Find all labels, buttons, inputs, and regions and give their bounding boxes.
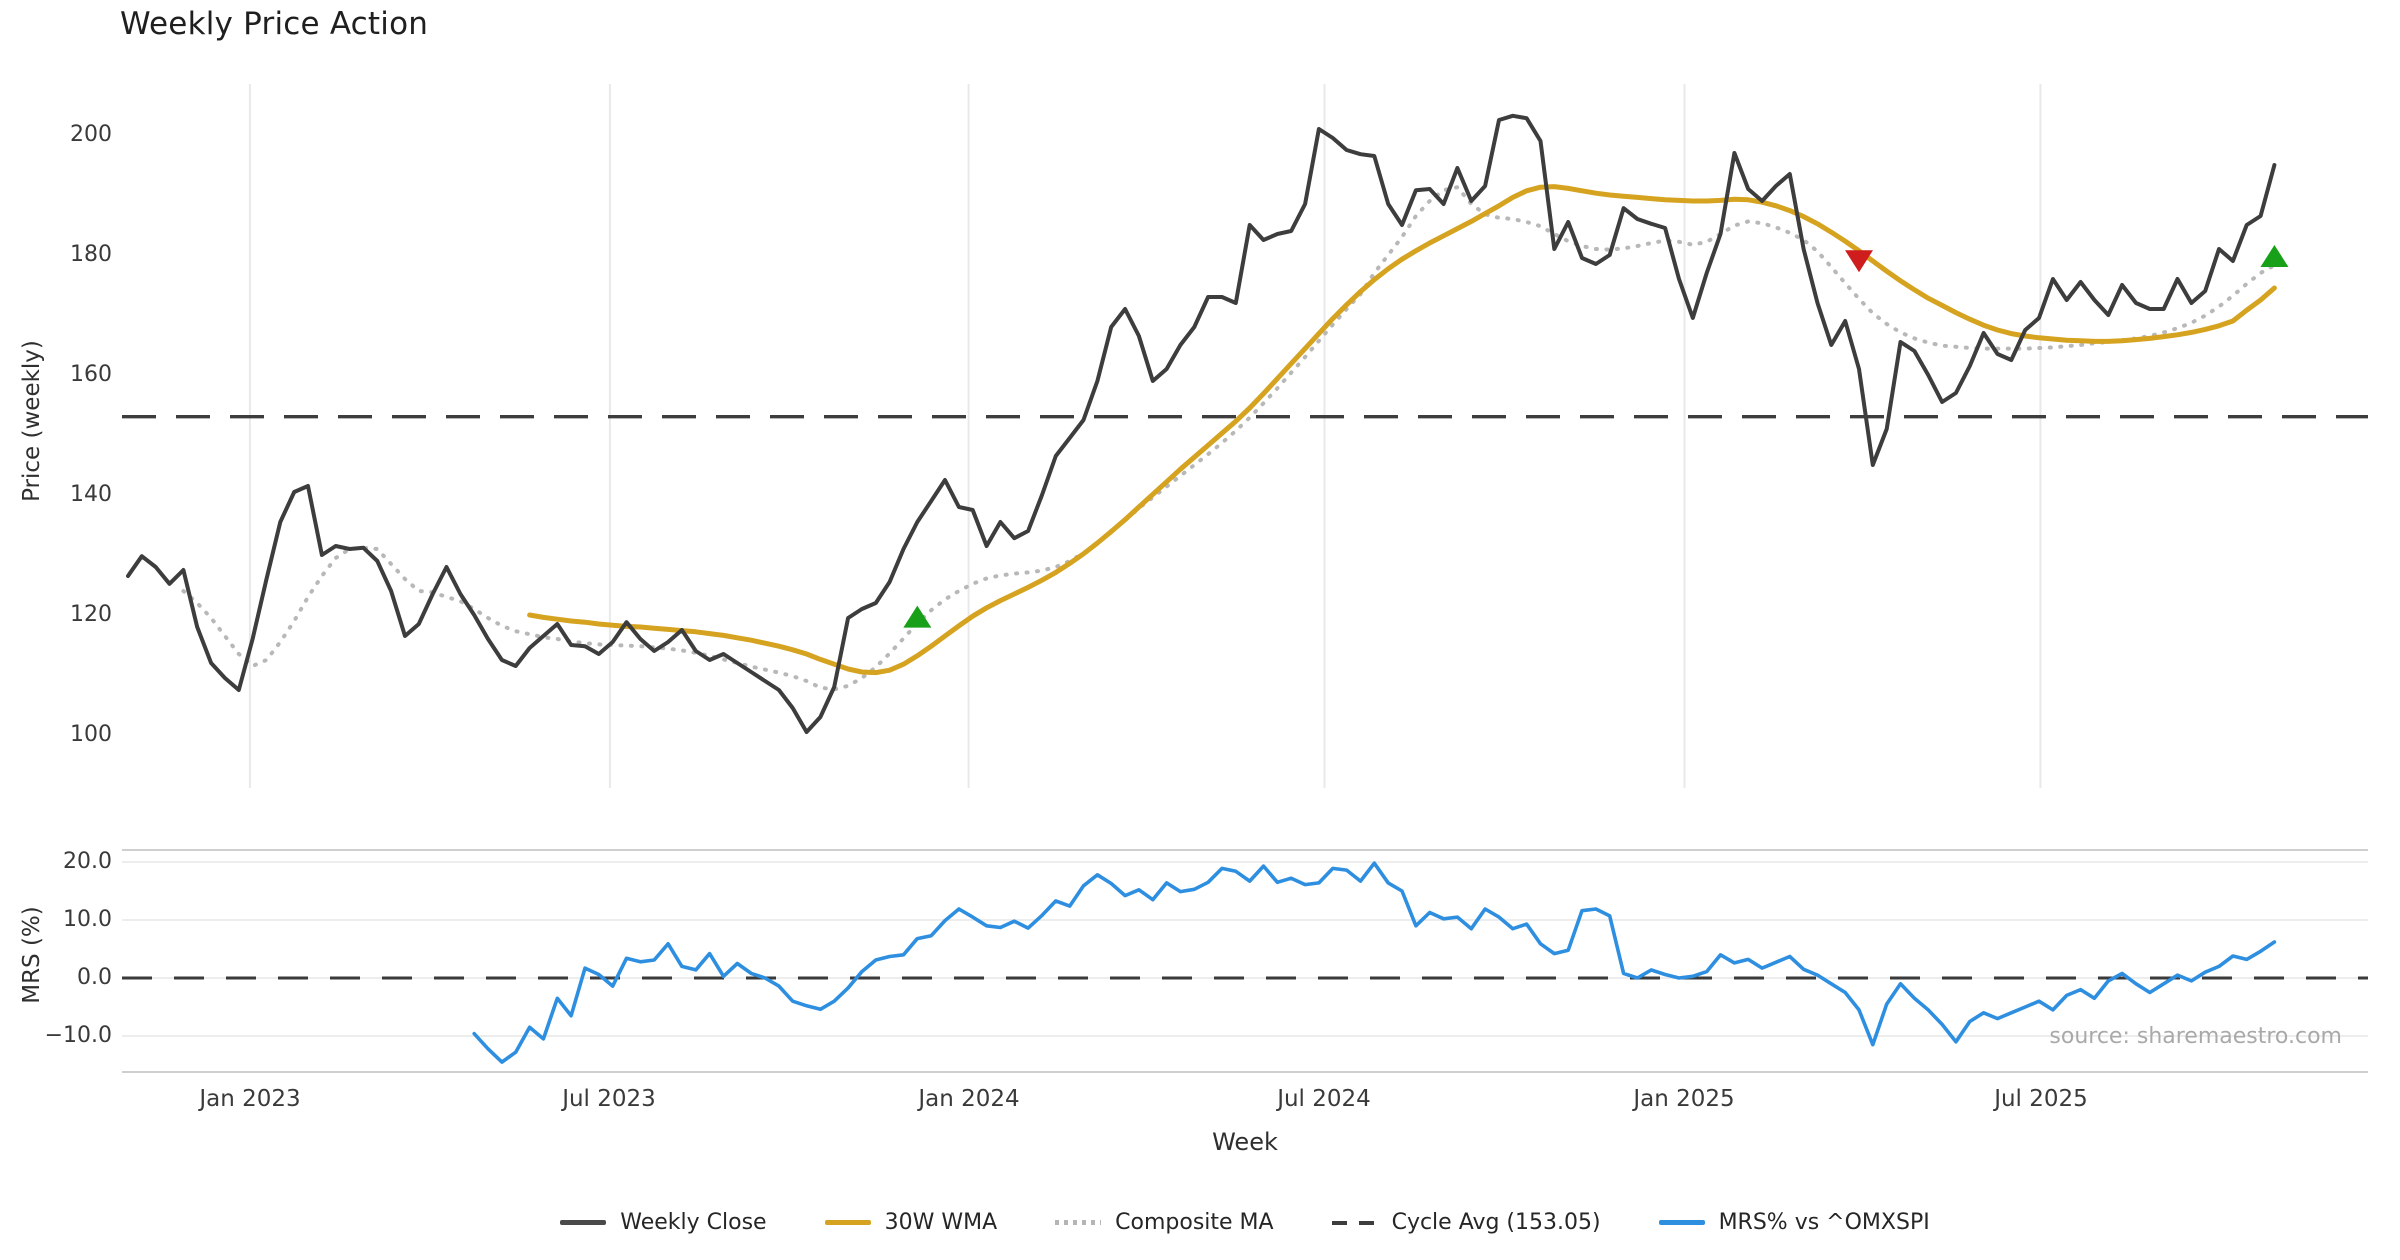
xtick-jan-2024: Jan 2024 — [918, 1086, 1020, 1112]
price-axis-label: Price (weekly) — [19, 340, 45, 502]
legend-item-composite-ma: Composite MA — [1055, 1210, 1274, 1235]
buy-signal-marker — [903, 605, 932, 628]
wma-line-icon — [824, 1220, 871, 1225]
price-ytick-100: 100 — [70, 722, 112, 747]
sell-signal-marker — [1845, 250, 1873, 273]
legend-label: Cycle Avg (153.05) — [1391, 1210, 1601, 1235]
legend-label: Weekly Close — [620, 1210, 767, 1235]
xtick-jan-2025: Jan 2025 — [1633, 1086, 1735, 1112]
cycle-avg-dashed-line-icon — [1331, 1220, 1378, 1225]
price-ytick-140: 140 — [70, 482, 112, 507]
legend-label: 30W WMA — [884, 1210, 998, 1235]
legend-item-mrs: MRS% vs ^OMXSPI — [1658, 1210, 1930, 1235]
xtick-jul-2025: Jul 2025 — [1994, 1086, 2088, 1112]
price-ytick-180: 180 — [70, 242, 112, 267]
composite-ma-line — [181, 185, 2277, 692]
legend-item-30w-wma: 30W WMA — [824, 1210, 998, 1235]
price-ytick-160: 160 — [70, 362, 112, 387]
mrs-ytick-0: 0.0 — [77, 965, 112, 990]
mrs-line — [472, 861, 2277, 1064]
mrs-ytick-neg10: −10.0 — [44, 1023, 112, 1048]
legend-label: Composite MA — [1115, 1210, 1274, 1235]
mrs-line-icon — [1658, 1220, 1705, 1225]
composite-ma-dotted-line-icon — [1055, 1220, 1102, 1225]
price-ytick-200: 200 — [70, 122, 112, 147]
legend-item-weekly-close: Weekly Close — [560, 1210, 767, 1235]
xtick-jan-2023: Jan 2023 — [199, 1086, 301, 1112]
price-ytick-120: 120 — [70, 602, 112, 627]
wma-30w-line — [527, 184, 2277, 676]
page-title: Weekly Price Action — [120, 6, 429, 42]
x-axis-label: Week — [1212, 1128, 1278, 1156]
buy-signal-marker — [2260, 245, 2289, 267]
xtick-jul-2024: Jul 2024 — [1277, 1086, 1371, 1112]
xtick-jul-2023: Jul 2023 — [562, 1086, 656, 1112]
source-note: source: sharemaestro.com — [2049, 1024, 2342, 1049]
mrs-ytick-20: 20.0 — [63, 849, 112, 874]
legend-label: MRS% vs ^OMXSPI — [1718, 1210, 1930, 1235]
mrs-ytick-10: 10.0 — [63, 907, 112, 932]
legend-item-cycle-avg: Cycle Avg (153.05) — [1331, 1210, 1601, 1235]
weekly-close-line — [126, 113, 2277, 734]
weekly-close-line-icon — [560, 1220, 607, 1225]
legend: Weekly Close 30W WMA Composite MA Cycle … — [122, 1210, 2368, 1235]
mrs-axis-label: MRS (%) — [19, 906, 45, 1004]
